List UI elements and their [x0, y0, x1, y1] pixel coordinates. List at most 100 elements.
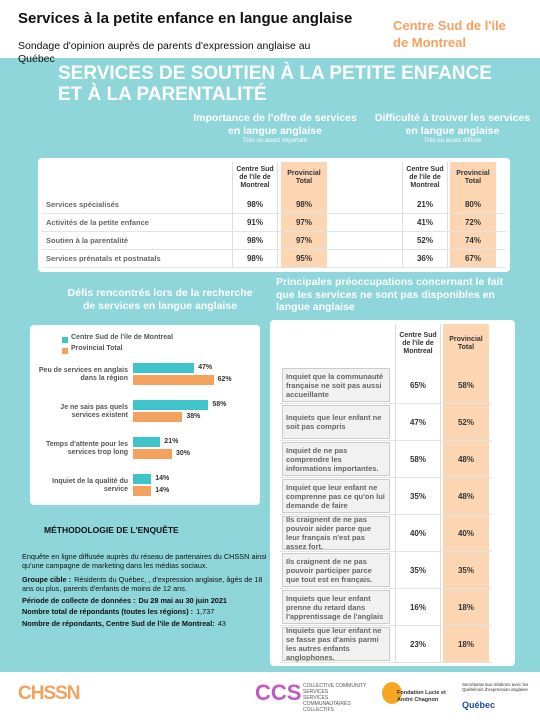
method-label: Nombre total de répondants (toutes les r…: [22, 607, 194, 617]
bar: [133, 474, 152, 484]
row-label: Ils craignent de ne pas pouvoir particip…: [282, 553, 390, 587]
value-label: 38%: [186, 413, 201, 420]
value-label: 14%: [155, 487, 170, 494]
logo-fondation: Fondation Lucie et André Chagnon: [397, 690, 446, 703]
cell-value: 95%: [295, 254, 312, 263]
column-bg: [395, 324, 441, 662]
subtitle: Sondage d'opinion auprès de parents d'ex…: [18, 40, 311, 66]
column-header: Centre Sud de l'ile de Montreal: [406, 165, 444, 190]
method-label: Groupe cible :: [22, 574, 72, 584]
column-bg: [232, 162, 278, 268]
cell-value: 36%: [416, 254, 433, 263]
cell-value: 35%: [409, 565, 426, 575]
legend-label: Provincial Total: [71, 345, 123, 352]
row-label: Ils craignent de ne pas pouvoir aider pa…: [282, 515, 390, 551]
row-label: Inquiets que leur enfant ne se fasse pas…: [282, 626, 390, 662]
column-bg: [402, 162, 448, 268]
cell-value: 18%: [457, 639, 474, 649]
cell-value: 16%: [409, 602, 426, 612]
method-text: Du 28 mai au 30 juin 2021: [138, 595, 227, 605]
cell-value: 80%: [464, 200, 481, 209]
value-label: 62%: [217, 376, 232, 383]
chart-title: Défis rencontrés lors de la recherche de…: [67, 287, 253, 312]
methodology: Enquête en ligne diffusée auprès du rése…: [22, 552, 267, 630]
bar: [133, 375, 214, 385]
value-label: 30%: [176, 450, 191, 457]
region: Centre Sud de l'ile de Montreal: [393, 18, 506, 50]
cell-value: 98%: [246, 200, 263, 209]
row-line: [42, 249, 506, 250]
logo-icon: [382, 682, 402, 704]
row-label: Inquiets que leur enfant prenne du retar…: [282, 590, 390, 624]
row-line: [280, 440, 492, 441]
bar: [133, 412, 183, 422]
bar: [133, 486, 152, 496]
ccs-en: COLLECTIVE COMMUNITY SERVICES: [303, 683, 367, 695]
legend-label: Centre Sud de l'ile de Montreal: [71, 334, 174, 341]
method-label: Période de collecte de données :: [22, 595, 136, 605]
category-label: Je ne sais pas quels services existent: [60, 403, 128, 419]
logo-ccs-text: COLLECTIVE COMMUNITY SERVICES SERVICES CO…: [303, 683, 373, 713]
row-line: [280, 403, 492, 404]
column-header: Provincial Total: [456, 169, 490, 185]
bar: [133, 363, 195, 373]
value-label: 58%: [212, 401, 227, 408]
row-line: [42, 231, 506, 232]
cell-value: 72%: [464, 218, 481, 227]
cell-value: 41%: [416, 218, 433, 227]
logo-chssn: CHSSN: [18, 683, 81, 704]
category-label: Inquiet de la qualité du service: [52, 477, 128, 493]
row-label: Inquiet que leur enfant ne comprenne pas…: [282, 479, 390, 513]
bar: [133, 449, 172, 459]
method-item: Période de collecte de données : Du 28 ma…: [22, 596, 267, 605]
row-label: Activités de la petite enfance: [46, 218, 149, 227]
column-header: Provincial Total: [287, 169, 321, 185]
cell-value: 74%: [464, 236, 481, 245]
row-line: [42, 267, 506, 268]
row-label: Services spécialisés: [46, 200, 119, 209]
cell-value: 48%: [457, 491, 474, 501]
method-text: 1,737: [196, 607, 215, 617]
cell-value: 47%: [409, 417, 426, 427]
column-bg: [443, 324, 489, 662]
column-header: Centre Sud de l'ile de Montreal: [399, 331, 437, 356]
cell-value: 52%: [457, 417, 474, 427]
method-item: Groupe cible : Résidents du Québec, , d'e…: [22, 575, 267, 594]
row-label: Soutien à la parentalité: [46, 236, 129, 245]
cell-value: 48%: [457, 454, 474, 464]
method-text: Résidents du Québec, , d'expression angl…: [22, 574, 263, 594]
cell-value: 98%: [246, 236, 263, 245]
method-item: Nombre de répondants, Centre Sud de l'il…: [22, 619, 267, 628]
row-line: [280, 625, 492, 626]
bar: [133, 437, 161, 447]
cell-value: 91%: [246, 218, 263, 227]
cell-value: 18%: [457, 602, 474, 612]
cell-value: 23%: [409, 639, 426, 649]
row-line: [42, 213, 506, 214]
title: Services à la petite enfance en langue a…: [18, 10, 353, 27]
method-item: Nombre total de répondants (toutes les r…: [22, 607, 267, 616]
cell-value: 67%: [464, 254, 481, 263]
group-title: Difficulté à trouver les services en lan…: [374, 112, 531, 137]
category-label: Peu de services en anglais dans la régio…: [38, 366, 128, 382]
logo-quebec-note: Secrétariat aux relations avec les Québé…: [462, 682, 529, 693]
group-note: Très ou assez difficile: [423, 138, 482, 144]
row-line: [280, 551, 492, 552]
cell-value: 35%: [409, 491, 426, 501]
cell-value: 98%: [295, 200, 312, 209]
category-label: Temps d'attente pour les services trop l…: [45, 440, 128, 456]
banner: SERVICES DE SOUTIEN À LA PETITE ENFANCE …: [58, 63, 492, 105]
table-card: Centre Sud de l'ile de Montreal Provincia…: [38, 158, 510, 272]
cell-value: 65%: [409, 380, 426, 390]
method-title: MÉTHODOLOGIE DE L'ENQUÊTE: [44, 525, 179, 535]
group-note: Très ou assez important: [242, 138, 308, 144]
method-label: Nombre de répondants, Centre Sud de l'il…: [22, 618, 215, 628]
value-label: 47%: [198, 364, 213, 371]
chart: Centre Sud de l'ile de Montreal Provincia…: [30, 325, 260, 505]
cell-value: 52%: [416, 236, 433, 245]
column-bg: [450, 162, 496, 268]
method-intro: Enquête en ligne diffusée auprès du rése…: [22, 552, 267, 571]
row-label: Inquiet de ne pas comprendre les informa…: [282, 442, 390, 476]
logo-ccs: CCS: [255, 680, 302, 705]
